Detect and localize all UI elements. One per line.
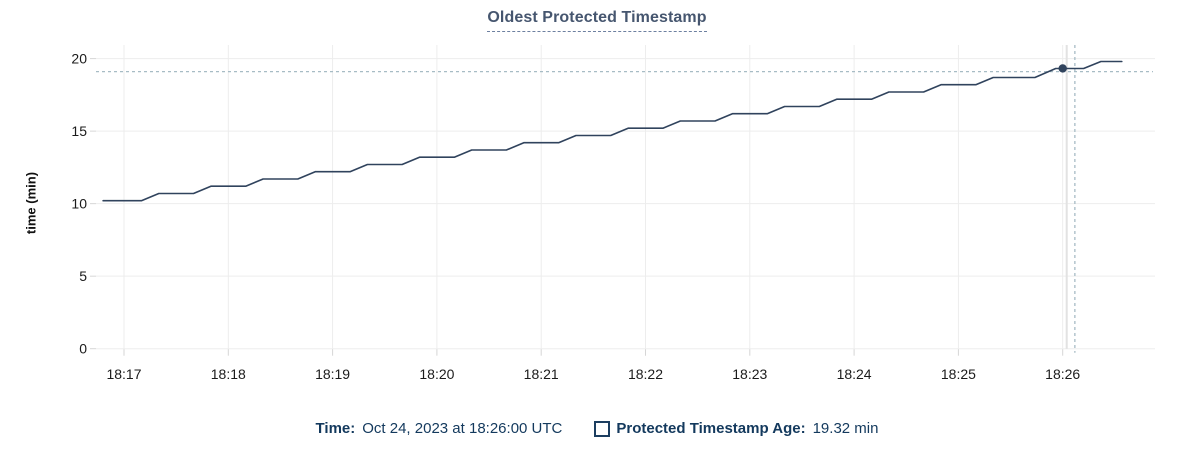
y-tick-label: 0 [79,341,87,357]
chart-legend: Time: Oct 24, 2023 at 18:26:00 UTC Prote… [0,420,1194,437]
x-tick-label: 18:19 [315,366,350,382]
series-line [102,60,1123,202]
x-tick-label: 18:22 [628,366,663,382]
x-tick-label: 18:25 [941,366,976,382]
series-value: 19.32 min [812,420,879,437]
x-tick-label: 18:23 [732,366,767,382]
tooltip-time-value: Oct 24, 2023 at 18:26:00 UTC [362,420,563,437]
y-axis-label: time (min) [23,171,39,235]
series-checkbox[interactable] [594,420,611,437]
hover-point-dot [1058,64,1067,73]
y-tick-label: 10 [71,196,87,212]
x-tick-label: 18:20 [419,366,454,382]
y-tick-label: 5 [79,268,87,284]
y-tick-label: 20 [71,51,87,67]
x-tick-label: 18:26 [1045,366,1080,382]
x-tick-label: 18:18 [211,366,246,382]
y-tick-label: 15 [71,123,87,139]
chart-title[interactable]: Oldest Protected Timestamp [487,9,707,32]
chart-header: Oldest Protected Timestamp [0,9,1194,32]
x-tick-label: 18:17 [106,366,141,382]
tooltip-time-label: Time: [315,420,356,437]
series-label: Protected Timestamp Age: [616,420,806,437]
x-tick-label: 18:24 [837,366,872,382]
legend-series-entry[interactable]: Protected Timestamp Age: 19.32 min [594,420,878,437]
plot-area[interactable]: 18:17 18:18 18:19 18:20 18:21 18:22 18:23 18:24… [0,0,1194,410]
x-tick-label: 18:21 [524,366,559,382]
